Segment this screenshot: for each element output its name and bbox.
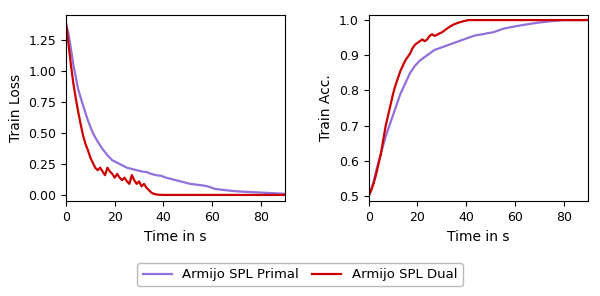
Y-axis label: Train Acc.: Train Acc. [319, 75, 334, 141]
Legend: Armijo SPL Primal, Armijo SPL Dual: Armijo SPL Primal, Armijo SPL Dual [137, 263, 463, 287]
X-axis label: Time in s: Time in s [145, 230, 207, 244]
X-axis label: Time in s: Time in s [447, 230, 509, 244]
Y-axis label: Train Loss: Train Loss [9, 74, 23, 142]
